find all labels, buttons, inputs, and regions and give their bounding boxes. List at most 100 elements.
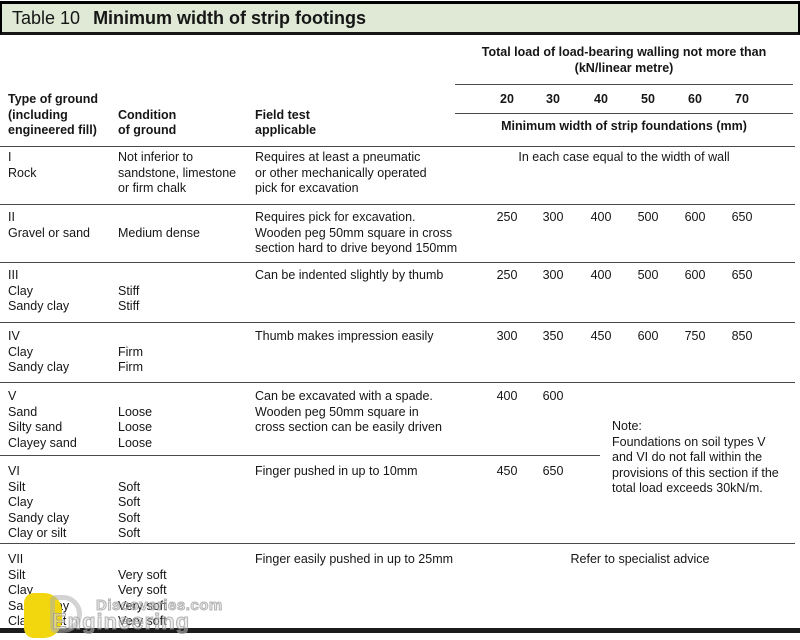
ground-type: VI xyxy=(8,464,20,478)
field-test: or other mechanically operated xyxy=(255,165,427,180)
load-col-40: 40 xyxy=(594,92,608,106)
ground-type: Clay xyxy=(8,283,34,298)
row-divider xyxy=(0,382,795,383)
width-value: 250 xyxy=(496,268,518,282)
ground-type: Sandy clay xyxy=(8,360,70,374)
ground-condition: or firm chalk xyxy=(118,181,187,195)
row-span-value: In each case equal to the width of wall xyxy=(518,150,730,164)
width-value: 450 xyxy=(496,464,518,478)
ground-type: Clay xyxy=(8,344,34,359)
ground-condition: Stiff xyxy=(118,299,140,313)
ground-type: I xyxy=(8,150,12,164)
ground-condition: Not inferior to xyxy=(118,150,194,164)
field-test: Requires at least a pneumatic xyxy=(255,150,421,164)
ground-type: Sandy clay xyxy=(8,299,70,313)
width-value: 600 xyxy=(637,329,659,343)
table-title-bar: Table 10 Minimum width of strip footings xyxy=(0,1,800,35)
ground-type: Rock xyxy=(8,165,37,180)
column-header-type-line: (including xyxy=(8,107,68,122)
width-value: 300 xyxy=(542,210,564,224)
row-span-value: Refer to specialist advice xyxy=(570,552,710,566)
column-header-type: Type of ground (including engineered fil… xyxy=(8,92,98,139)
column-header-type-line: engineered fill) xyxy=(8,123,97,137)
note-block: Note: Foundations on soil types V and VI… xyxy=(612,419,779,497)
width-value: 500 xyxy=(637,210,659,224)
ground-condition: Soft xyxy=(118,526,141,540)
column-header-field: Field test applicable xyxy=(255,108,316,139)
width-value: 500 xyxy=(637,268,659,282)
field-test: Finger pushed in up to 10mm xyxy=(255,464,418,478)
ground-type: Silt xyxy=(8,567,26,582)
row-divider xyxy=(0,322,795,323)
watermark-brand-text: Engineering xyxy=(51,609,191,635)
ground-condition xyxy=(118,268,139,284)
width-value: 300 xyxy=(542,268,564,282)
min-width-label: Minimum width of strip foundations (mm) xyxy=(501,119,747,133)
ground-condition: Firm xyxy=(118,360,143,374)
field-test: Finger easily pushed in up to 25mm xyxy=(255,552,454,566)
ground-condition xyxy=(118,389,152,405)
width-value: 600 xyxy=(542,389,564,403)
width-value: 600 xyxy=(684,210,706,224)
watermark-site-text: Discoveries.com xyxy=(96,597,223,615)
ground-condition xyxy=(118,329,143,345)
rule-below-load-values xyxy=(455,113,793,114)
width-value: 850 xyxy=(731,329,753,343)
ground-type: Clay xyxy=(8,495,34,509)
field-test: Thumb makes impression easily xyxy=(255,329,434,343)
ground-type: Clayey sand xyxy=(8,435,77,450)
width-value: 350 xyxy=(542,329,564,343)
field-test: cross section can be easily driven xyxy=(255,420,442,434)
table-number: Table 10 xyxy=(12,7,81,28)
table-bottom-border xyxy=(0,628,800,633)
width-value: 400 xyxy=(590,268,612,282)
width-value: 250 xyxy=(496,210,518,224)
ground-type: III xyxy=(8,268,19,282)
watermark-logo-ring-icon xyxy=(50,595,82,633)
ground-condition: Very soft xyxy=(118,598,167,613)
column-header-condition-line: of ground xyxy=(118,123,177,137)
ground-type: Sandy clay xyxy=(8,510,70,525)
ground-condition: Soft xyxy=(118,479,141,494)
ground-type: Clay or silt xyxy=(8,526,67,540)
field-test: Requires pick for excavation. xyxy=(255,210,416,224)
column-header-field-line: Field test xyxy=(255,107,310,122)
load-header-line2: (kN/linear metre) xyxy=(574,60,674,75)
ground-condition: Very soft xyxy=(118,614,167,628)
row-divider xyxy=(0,262,795,263)
ground-condition: Soft xyxy=(118,510,141,525)
field-test: Wooden peg 50mm square in cross xyxy=(255,225,453,240)
column-header-condition-line: Condition xyxy=(118,107,177,122)
ground-type: Silt xyxy=(8,479,26,494)
load-header: Total load of load-bearing walling not m… xyxy=(455,45,793,76)
ground-condition: Soft xyxy=(118,495,141,509)
note-line: and VI do not fall within the xyxy=(612,450,763,464)
ground-type: Sand xyxy=(8,404,38,419)
note-line: Note: xyxy=(612,419,642,433)
note-line: Foundations on soil types V xyxy=(612,434,766,449)
ground-type: V xyxy=(8,389,17,403)
ground-condition: Loose xyxy=(118,435,153,450)
ground-condition: Very soft xyxy=(118,583,167,597)
ground-condition: sandstone, limestone xyxy=(118,165,237,180)
rule-above-load-values xyxy=(455,84,793,85)
field-test: pick for excavation xyxy=(255,181,359,195)
ground-condition: Very soft xyxy=(118,567,167,582)
width-value: 650 xyxy=(731,268,753,282)
column-header-type-line: Type of ground xyxy=(8,92,99,106)
load-col-70: 70 xyxy=(735,92,749,106)
load-col-20: 20 xyxy=(500,92,514,106)
ground-condition: Loose xyxy=(118,420,153,434)
load-col-30: 30 xyxy=(546,92,560,106)
width-value: 650 xyxy=(542,464,564,478)
note-line: total load exceeds 30kN/m. xyxy=(612,481,763,495)
ground-condition xyxy=(118,552,167,568)
width-value: 600 xyxy=(684,268,706,282)
width-value: 300 xyxy=(496,329,518,343)
load-header-line1: Total load of load-bearing walling not m… xyxy=(481,45,767,59)
width-value: 750 xyxy=(684,329,706,343)
field-test: Wooden peg 50mm square in xyxy=(255,404,419,419)
width-value: 650 xyxy=(731,210,753,224)
ground-condition xyxy=(118,464,140,480)
